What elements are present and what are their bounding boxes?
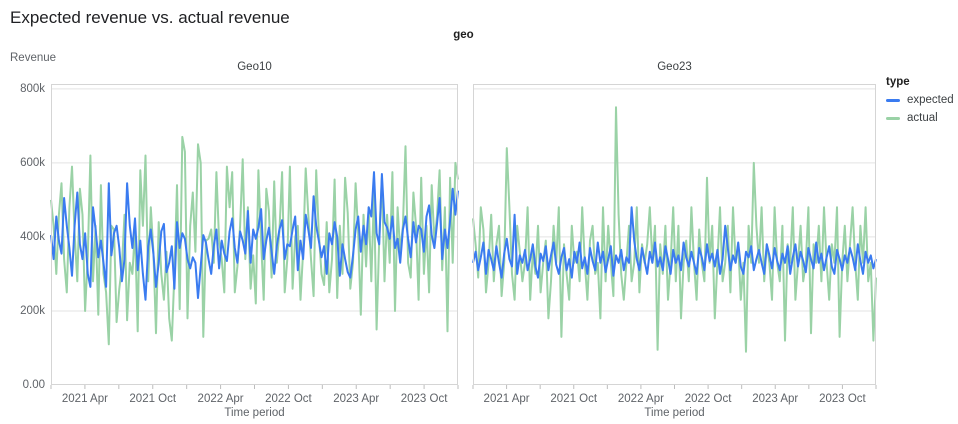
x-tick-label: 2023 Apr: [333, 393, 379, 405]
x-tick-label: 2021 Oct: [129, 393, 176, 405]
plot-area-geo10[interactable]: 2021 Apr 2021 Oct 2022 Apr 2022 Oct 2023 Apr…: [50, 84, 459, 424]
legend-item-label: expected: [907, 94, 954, 106]
legend-swatch-actual: [886, 117, 900, 120]
y-tick-label: 200k: [20, 304, 45, 317]
series-line-expected: [472, 206, 877, 279]
legend-title: type: [886, 76, 910, 88]
x-tick-label: 2023 Oct: [401, 393, 448, 405]
plot-frame: [473, 84, 876, 385]
x-tick-label: 2021 Apr: [484, 393, 530, 405]
y-tick-label: 600k: [20, 156, 45, 169]
x-tick-label: 2022 Oct: [265, 393, 312, 405]
facet-field-label: geo: [453, 29, 474, 41]
y-tick-label: 400k: [20, 230, 45, 243]
legend-item-actual[interactable]: actual: [886, 112, 954, 125]
plot-frame: [51, 84, 458, 385]
legend-swatch-expected: [886, 99, 900, 102]
y-tick-label: 800k: [20, 82, 45, 95]
x-tick-label: 2021 Oct: [550, 393, 597, 405]
y-tick-label: 0.00: [22, 379, 45, 391]
facet-title-geo10: Geo10: [237, 61, 272, 73]
x-tick-label: 2023 Oct: [819, 393, 866, 405]
legend-item-label: actual: [907, 112, 938, 124]
y-axis-title: Revenue: [10, 52, 57, 64]
x-axis-title: Time period: [644, 407, 704, 419]
plot-area-geo23[interactable]: 2021 Apr 2021 Oct 2022 Apr 2022 Oct 2023 Apr…: [472, 84, 877, 424]
series-line-expected: [50, 171, 459, 301]
x-tick-label: 2021 Apr: [62, 393, 108, 405]
x-tick-label: 2022 Oct: [685, 393, 732, 405]
series-line-actual: [50, 135, 459, 346]
chart-title: Expected revenue vs. actual revenue: [10, 8, 290, 27]
legend-item-expected[interactable]: expected: [886, 94, 954, 107]
legend: type expected actual: [886, 76, 954, 130]
facet-title-geo23: Geo23: [657, 61, 692, 73]
x-axis-title: Time period: [224, 407, 284, 419]
series-line-actual: [472, 106, 877, 353]
x-tick-label: 2022 Apr: [618, 393, 664, 405]
x-tick-label: 2023 Apr: [752, 393, 798, 405]
legend-items: expected actual: [886, 94, 954, 125]
x-tick-label: 2022 Apr: [198, 393, 244, 405]
